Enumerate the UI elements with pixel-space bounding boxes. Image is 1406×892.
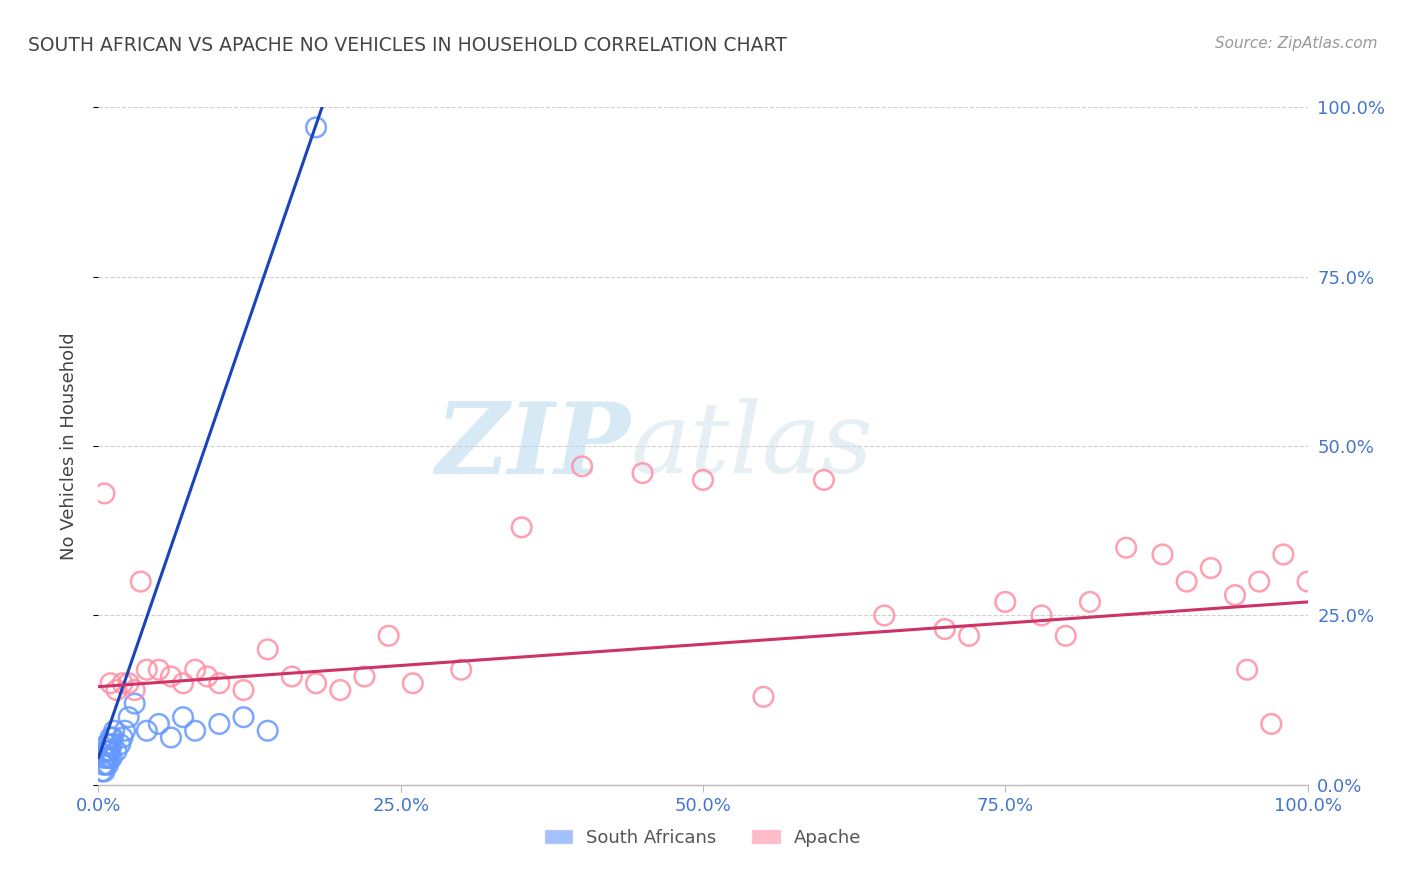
Point (402, 676, 425, 690)
Point (100, 737, 122, 751)
Point (129, 574, 152, 589)
Point (1249, 574, 1271, 589)
Point (1272, 548, 1295, 562)
Legend: South Africans, Apache: South Africans, Apache (537, 822, 869, 854)
Point (329, 683, 352, 698)
Point (108, 737, 131, 751)
Text: Source: ZipAtlas.com: Source: ZipAtlas.com (1215, 36, 1378, 51)
Point (97, 757, 120, 772)
Point (172, 710, 194, 724)
Point (100, 731, 122, 745)
Point (105, 744, 128, 758)
Point (571, 459, 593, 474)
Point (631, 466, 654, 480)
Point (100, 676, 122, 690)
Point (232, 683, 254, 698)
Point (93, 751, 115, 765)
Point (160, 731, 183, 745)
Point (172, 676, 194, 690)
Point (1152, 548, 1174, 562)
Point (93, 486, 115, 500)
Point (111, 731, 134, 745)
Point (934, 622, 956, 636)
Point (114, 723, 136, 738)
Point (111, 676, 134, 690)
Point (184, 723, 207, 738)
Point (305, 120, 328, 135)
Point (232, 710, 254, 724)
Point (98, 751, 121, 765)
Point (353, 669, 375, 683)
Y-axis label: No Vehicles in Household: No Vehicles in Household (59, 332, 77, 560)
Point (118, 710, 141, 724)
Point (94, 744, 117, 758)
Point (692, 473, 714, 487)
Point (1031, 608, 1053, 623)
Point (1199, 561, 1222, 575)
Point (813, 473, 835, 487)
Point (124, 683, 146, 698)
Text: ZIP: ZIP (436, 398, 630, 494)
Point (100, 751, 122, 765)
Point (91, 764, 114, 779)
Point (135, 663, 157, 677)
Point (100, 744, 122, 758)
Point (195, 669, 218, 683)
Point (118, 676, 141, 690)
Point (994, 595, 1017, 609)
Point (96, 737, 118, 751)
Point (1054, 629, 1077, 643)
Point (256, 642, 278, 657)
Point (305, 676, 328, 690)
Point (160, 669, 183, 683)
Point (957, 629, 980, 643)
Point (510, 520, 533, 534)
Point (1175, 574, 1198, 589)
Point (1078, 595, 1101, 609)
Point (256, 723, 278, 738)
Point (148, 717, 170, 731)
Point (91, 757, 114, 772)
Point (1260, 717, 1282, 731)
Point (377, 629, 399, 643)
Point (873, 608, 896, 623)
Point (281, 669, 304, 683)
Point (1296, 574, 1319, 589)
Point (94, 757, 117, 772)
Text: SOUTH AFRICAN VS APACHE NO VEHICLES IN HOUSEHOLD CORRELATION CHART: SOUTH AFRICAN VS APACHE NO VEHICLES IN H… (28, 36, 787, 54)
Point (124, 697, 146, 711)
Point (93, 764, 115, 779)
Point (208, 676, 231, 690)
Point (1236, 663, 1258, 677)
Text: atlas: atlas (630, 399, 873, 493)
Point (208, 717, 231, 731)
Point (101, 731, 124, 745)
Point (98, 737, 121, 751)
Point (96, 751, 118, 765)
Point (184, 663, 207, 677)
Point (752, 690, 775, 704)
Point (148, 663, 170, 677)
Point (1223, 588, 1246, 602)
Point (450, 663, 472, 677)
Point (97, 744, 120, 758)
Point (103, 723, 125, 738)
Point (135, 723, 157, 738)
Point (1115, 541, 1137, 555)
Point (105, 683, 128, 698)
